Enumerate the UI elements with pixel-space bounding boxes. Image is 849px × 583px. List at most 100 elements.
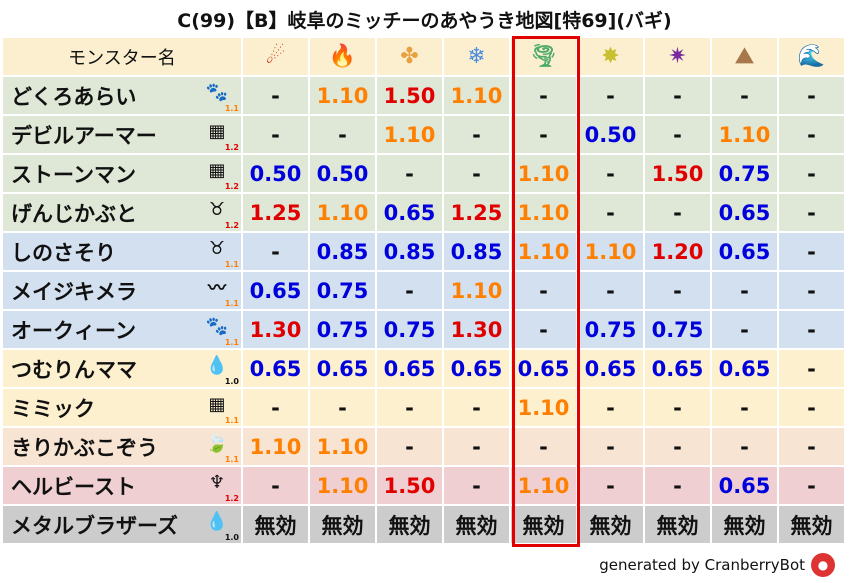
resistance-value: 1.10 <box>377 116 442 153</box>
earth-icon: ⛰ <box>735 44 754 69</box>
resistance-value: 0.65 <box>712 467 777 504</box>
resistance-value: - <box>712 272 777 309</box>
resistance-value: 1.10 <box>444 272 509 309</box>
resistance-value: 0.75 <box>310 272 375 309</box>
monster-name-cell: ヘルビースト ♆ 1.2 <box>3 467 241 504</box>
resistance-value: 1.10 <box>511 467 576 504</box>
explosion-icon: ✤ <box>400 44 419 69</box>
monster-name-cell: オークィーン 🐾 1.1 <box>3 311 241 348</box>
system-multiplier: 1.1 <box>224 104 239 113</box>
resistance-value: 1.50 <box>645 155 710 192</box>
resistance-value: 0.85 <box>377 233 442 270</box>
table-row: きりかぶこぞう 🍃 1.1 1.10 1.10- - - - - - - <box>3 428 846 465</box>
resistance-table: モンスター名 ☄ 🔥 ✤ ❄ 🌪 ✸ ✷ ⛰ 🌊 どくろあらい 🐾 1.1-1.10 1.50 1.10- -… <box>3 38 846 545</box>
resistance-value: - <box>645 389 710 426</box>
page-title: C(99)【B】岐阜のミッチーのあやうき地図[特69](バギ) <box>177 10 672 32</box>
resistance-value: - <box>645 194 710 231</box>
resistance-value: - <box>779 350 844 387</box>
resistance-value: 0.75 <box>377 311 442 348</box>
table-row: どくろあらい 🐾 1.1-1.10 1.50 1.10- - - - - <box>3 77 846 114</box>
system-multiplier: 1.2 <box>224 221 239 230</box>
resistance-value: 1.10 <box>310 194 375 231</box>
resistance-value: - <box>444 467 509 504</box>
system-multiplier: 1.1 <box>224 260 239 269</box>
resistance-value: 1.10 <box>511 389 576 426</box>
resistance-value: 0.65 <box>310 350 375 387</box>
resistance-value: - <box>377 428 442 465</box>
table-row: しのさそり ♉ 1.1-0.85 0.85 0.85 1.10 1.10 1.20 0.65- <box>3 233 846 270</box>
resistance-value: 0.50 <box>310 155 375 192</box>
resistance-value: - <box>243 116 308 153</box>
resistance-value: - <box>779 428 844 465</box>
header-element: 🔥 <box>310 38 375 75</box>
resistance-value: - <box>511 428 576 465</box>
resistance-value: - <box>779 467 844 504</box>
resistance-value: 1.50 <box>377 77 442 114</box>
resistance-value: 0.75 <box>645 311 710 348</box>
slime-icon: 💧 <box>205 510 229 532</box>
resistance-value: 0.65 <box>377 350 442 387</box>
ice-crystal-icon: ❄ <box>467 44 486 69</box>
resistance-value: 1.50 <box>377 467 442 504</box>
darkness-icon: ✷ <box>668 44 687 69</box>
monster-name: オークィーン <box>11 318 136 343</box>
resistance-value: 0.65 <box>712 350 777 387</box>
resistance-value: - <box>578 389 643 426</box>
system-multiplier: 1.1 <box>224 338 239 347</box>
resistance-value: 0.50 <box>243 155 308 192</box>
paw-icon: 🐾 <box>205 81 229 103</box>
resistance-value: 1.30 <box>243 311 308 348</box>
resistance-value: 1.10 <box>511 155 576 192</box>
monster-name: メタルブラザーズ <box>11 513 178 538</box>
resistance-value: - <box>310 116 375 153</box>
resistance-value: 0.65 <box>712 233 777 270</box>
resistance-value: - <box>578 467 643 504</box>
monster-name-cell: メイジキメラ 〰 1.1 <box>3 272 241 309</box>
resistance-value: - <box>578 428 643 465</box>
water-wave-icon: 🌊 <box>797 44 826 69</box>
header-element: ✸ <box>578 38 643 75</box>
header-element: ☄ <box>243 38 308 75</box>
header-element: ✤ <box>377 38 442 75</box>
resistance-value: - <box>712 311 777 348</box>
resistance-value: - <box>578 155 643 192</box>
lightning-icon: ✸ <box>601 44 620 69</box>
fire-ball-icon: ☄ <box>265 44 286 69</box>
resistance-value: 1.20 <box>645 233 710 270</box>
monster-name: どくろあらい <box>11 84 137 109</box>
resistance-value: - <box>712 389 777 426</box>
resistance-value: - <box>377 389 442 426</box>
resistance-value: 0.65 <box>712 194 777 231</box>
system-multiplier: 1.1 <box>224 455 239 464</box>
wing-icon: 〰 <box>208 278 226 299</box>
resistance-value: - <box>645 116 710 153</box>
resistance-value: 1.10 <box>511 233 576 270</box>
table-row: メイジキメラ〰 1.1 0.65 0.75-1.10- - - - - <box>3 272 846 309</box>
resistance-value: - <box>444 155 509 192</box>
table-row: ストーンマン ▦ 1.2 0.50 0.50- -1.10-1.50 0.75- <box>3 155 846 192</box>
monster-name-cell: メタルブラザーズ 💧 1.0 <box>3 506 241 543</box>
footer: generated by CranberryBot ● <box>599 553 835 577</box>
resistance-value: - <box>243 77 308 114</box>
resistance-value: 1.10 <box>243 428 308 465</box>
system-multiplier: 1.2 <box>224 182 239 191</box>
resistance-value: - <box>243 389 308 426</box>
resistance-value: - <box>779 272 844 309</box>
system-multiplier: 1.1 <box>224 416 239 425</box>
resistance-value: - <box>779 116 844 153</box>
table-row: デビルアーマー ▦ 1.2- -1.10- -0.50-1.10- <box>3 116 846 153</box>
cranberry-bot-logo-icon: ● <box>811 553 835 577</box>
resistance-value: 0.65 <box>377 194 442 231</box>
table-row: げんじかぶと ♉ 1.2 1.25 1.10 0.65 1.25 1.10- -0.65- <box>3 194 846 231</box>
monster-name-cell: げんじかぶと ♉ 1.2 <box>3 194 241 231</box>
resistance-value: 1.10 <box>310 467 375 504</box>
resistance-value: 無効 <box>578 506 643 543</box>
header-name: モンスター名 <box>3 38 241 75</box>
resistance-value: 0.85 <box>310 233 375 270</box>
resistance-value: 1.25 <box>243 194 308 231</box>
system-multiplier: 1.0 <box>224 533 239 542</box>
table-row: つむりんママ 💧 1.0 0.65 0.65 0.65 0.65 0.65 0.65 0.65 0.… <box>3 350 846 387</box>
monster-name: ストーンマン <box>11 162 136 187</box>
header-row: モンスター名 ☄ 🔥 ✤ ❄ 🌪 ✸ ✷ ⛰ 🌊 <box>3 38 846 75</box>
monster-name-cell: デビルアーマー ▦ 1.2 <box>3 116 241 153</box>
